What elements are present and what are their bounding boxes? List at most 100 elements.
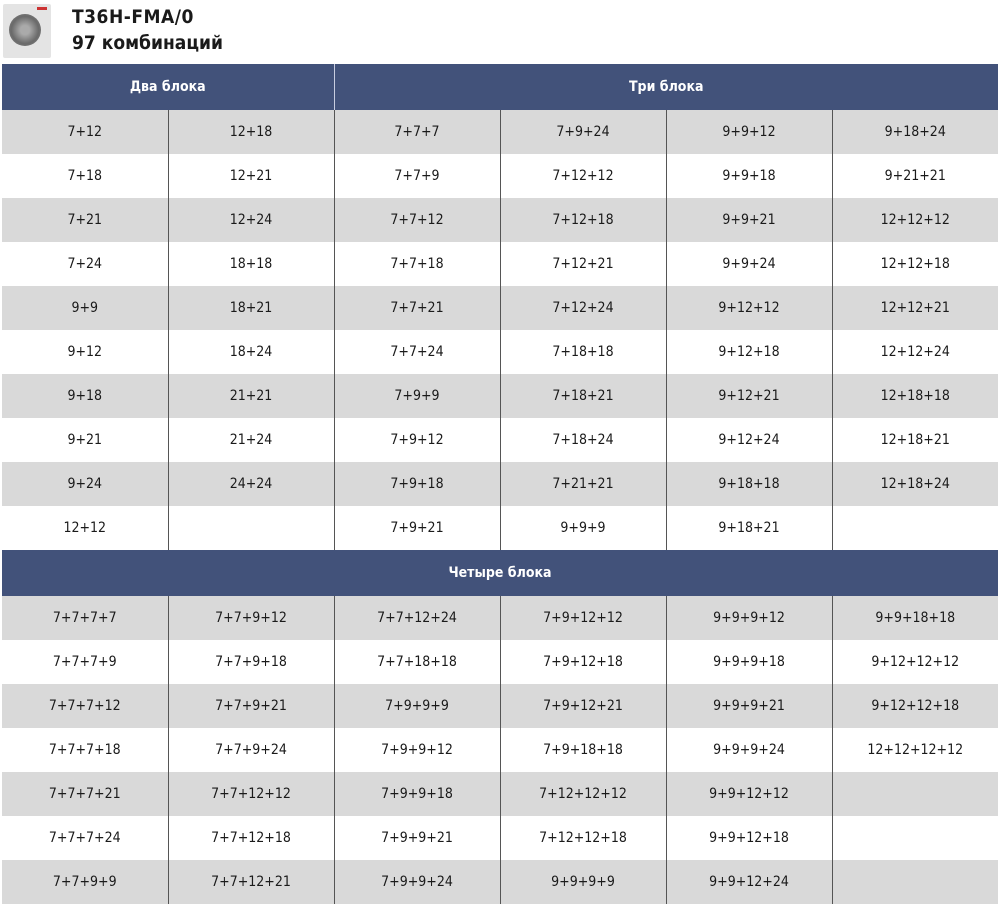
combination-cell: 9+9+9+21 [665, 684, 833, 728]
combination-cell: 9+9+12+24 [665, 860, 833, 904]
combination-cell: 9+9+12+12 [665, 772, 833, 816]
combination-cell: 9+21 [2, 418, 169, 462]
combination-cell: 9+9+9 [499, 506, 667, 550]
combination-cell: 7+9+9+18 [333, 772, 501, 816]
combination-cell: 7+9+21 [333, 506, 501, 550]
combination-cell: 7+9+12+21 [499, 684, 667, 728]
combination-cell: 12+12+21 [831, 286, 998, 330]
combination-cell: 7+9+12+18 [499, 640, 667, 684]
combination-cell: 7+12 [2, 110, 169, 154]
header-four-units: Четыре блока [2, 550, 998, 596]
combination-cell: 7+9+9+12 [333, 728, 501, 772]
combination-cell: 7+7+12+18 [167, 816, 335, 860]
combination-cell: 7+7+9 [333, 154, 501, 198]
combination-cell: 12+12+18 [831, 242, 998, 286]
combination-cell: 7+7+18 [333, 242, 501, 286]
combination-cell: 9+9+9+9 [499, 860, 667, 904]
combination-cell: 7+7+24 [333, 330, 501, 374]
table-row: 9+12 18+24 7+7+24 7+18+18 9+12+18 12+12+24 [2, 330, 998, 374]
header-three-units: Три блока [333, 64, 998, 110]
combination-cell: 9+12+12+12 [831, 640, 998, 684]
table-row: 7+18 12+21 7+7+9 7+12+12 9+9+18 9+21+21 [2, 154, 998, 198]
combination-cell: 7+24 [2, 242, 169, 286]
table-row: 7+7+9+9 7+7+12+21 7+9+9+24 9+9+9+9 9+9+12+24 [2, 860, 998, 904]
combination-cell: 12+24 [167, 198, 335, 242]
combination-cell [831, 772, 998, 816]
table-row: 7+21 12+24 7+7+12 7+12+18 9+9+21 12+12+12 [2, 198, 998, 242]
combination-cell: 12+12+12 [831, 198, 998, 242]
combination-cell: 7+7+7+21 [2, 772, 169, 816]
combination-cell: 7+7+12 [333, 198, 501, 242]
combination-cell: 7+9+12 [333, 418, 501, 462]
combination-cell: 7+18+24 [499, 418, 667, 462]
combination-cell: 9+18 [2, 374, 169, 418]
combination-cell: 21+21 [167, 374, 335, 418]
table-row: 7+7+7+24 7+7+12+18 7+9+9+21 7+12+12+18 9+9+1… [2, 816, 998, 860]
table-row: 9+9 18+21 7+7+21 7+12+24 9+12+12 12+12+21 [2, 286, 998, 330]
combination-cell: 7+7+9+21 [167, 684, 335, 728]
combination-cell [831, 506, 998, 550]
table-row: 7+7+7+9 7+7+9+18 7+7+18+18 7+9+12+18 9+9+9+1… [2, 640, 998, 684]
combination-cell: 18+18 [167, 242, 335, 286]
header-row: Два блока Три блока [2, 64, 998, 110]
combination-cell: 7+7+21 [333, 286, 501, 330]
combination-cell: 7+9+9+24 [333, 860, 501, 904]
combination-count: 97 комбинаций [72, 32, 223, 54]
combination-cell [831, 860, 998, 904]
table-row: 7+7+7+7 7+7+9+12 7+7+12+24 7+9+12+12 9+9+9+1… [2, 596, 998, 640]
combination-cell: 7+7+7+18 [2, 728, 169, 772]
table-row: 7+24 18+18 7+7+18 7+12+21 9+9+24 12+12+18 [2, 242, 998, 286]
combination-cell: 7+12+18 [499, 198, 667, 242]
combination-cell: 7+7+9+9 [2, 860, 169, 904]
combination-cell: 7+21+21 [499, 462, 667, 506]
outdoor-unit-image [3, 4, 51, 58]
combination-cell: 9+12+12 [665, 286, 833, 330]
combination-cell: 9+18+24 [831, 110, 998, 154]
table-row: 7+7+7+21 7+7+12+12 7+9+9+18 7+12+12+12 9+9+1… [2, 772, 998, 816]
combination-cell: 9+9+9+24 [665, 728, 833, 772]
combination-cell: 9+12 [2, 330, 169, 374]
combination-cell: 7+7+12+21 [167, 860, 335, 904]
combination-cell: 7+7+9+18 [167, 640, 335, 684]
combination-cell: 7+12+21 [499, 242, 667, 286]
combination-cell: 7+9+9+9 [333, 684, 501, 728]
fan-icon [9, 14, 41, 46]
combination-cell: 7+7+9+24 [167, 728, 335, 772]
model-title: T36H-FMA/0 [72, 6, 194, 28]
combination-cell: 7+18 [2, 154, 169, 198]
table-row: 9+18 21+21 7+9+9 7+18+21 9+12+21 12+18+18 [2, 374, 998, 418]
combination-cell: 12+12 [2, 506, 169, 550]
table-row: 7+7+7+12 7+7+9+21 7+9+9+9 7+9+12+21 9+9+9+21… [2, 684, 998, 728]
combination-cell: 7+7+7+12 [2, 684, 169, 728]
combination-cell: 7+12+12+12 [499, 772, 667, 816]
combination-cell: 7+7+18+18 [333, 640, 501, 684]
combination-cell: 9+21+21 [831, 154, 998, 198]
combination-cell: 9+18+18 [665, 462, 833, 506]
combination-cell: 9+9+18 [665, 154, 833, 198]
combination-cell: 9+9+21 [665, 198, 833, 242]
combination-cell: 18+21 [167, 286, 335, 330]
combination-cell: 12+18 [167, 110, 335, 154]
combination-cell: 7+7+7+24 [2, 816, 169, 860]
combination-cell: 12+18+18 [831, 374, 998, 418]
combination-cell: 12+21 [167, 154, 335, 198]
combination-cell: 9+12+18 [665, 330, 833, 374]
combination-cell: 7+12+24 [499, 286, 667, 330]
table-row: 9+24 24+24 7+9+18 7+21+21 9+18+18 12+18+24 [2, 462, 998, 506]
combination-cell: 9+9+24 [665, 242, 833, 286]
combination-cell: 24+24 [167, 462, 335, 506]
combinations-table: Два блока Три блока 7+12 12+18 7+7+7 7+9+24… [2, 64, 998, 904]
combination-cell: 7+9+12+12 [499, 596, 667, 640]
combination-cell: 9+12+12+18 [831, 684, 998, 728]
table-row: 7+12 12+18 7+7+7 7+9+24 9+9+12 9+18+24 [2, 110, 998, 154]
table-row: 9+21 21+24 7+9+12 7+18+24 9+12+24 12+18+21 [2, 418, 998, 462]
combination-cell: 7+18+21 [499, 374, 667, 418]
combination-cell: 7+9+24 [499, 110, 667, 154]
combination-cell: 9+9+18+18 [831, 596, 998, 640]
combination-cell: 12+18+21 [831, 418, 998, 462]
combination-cell: 9+9 [2, 286, 169, 330]
combination-cell: 7+7+7+7 [2, 596, 169, 640]
combination-cell: 9+18+21 [665, 506, 833, 550]
brand-mark [37, 7, 47, 10]
combination-cell: 12+12+12+12 [831, 728, 998, 772]
